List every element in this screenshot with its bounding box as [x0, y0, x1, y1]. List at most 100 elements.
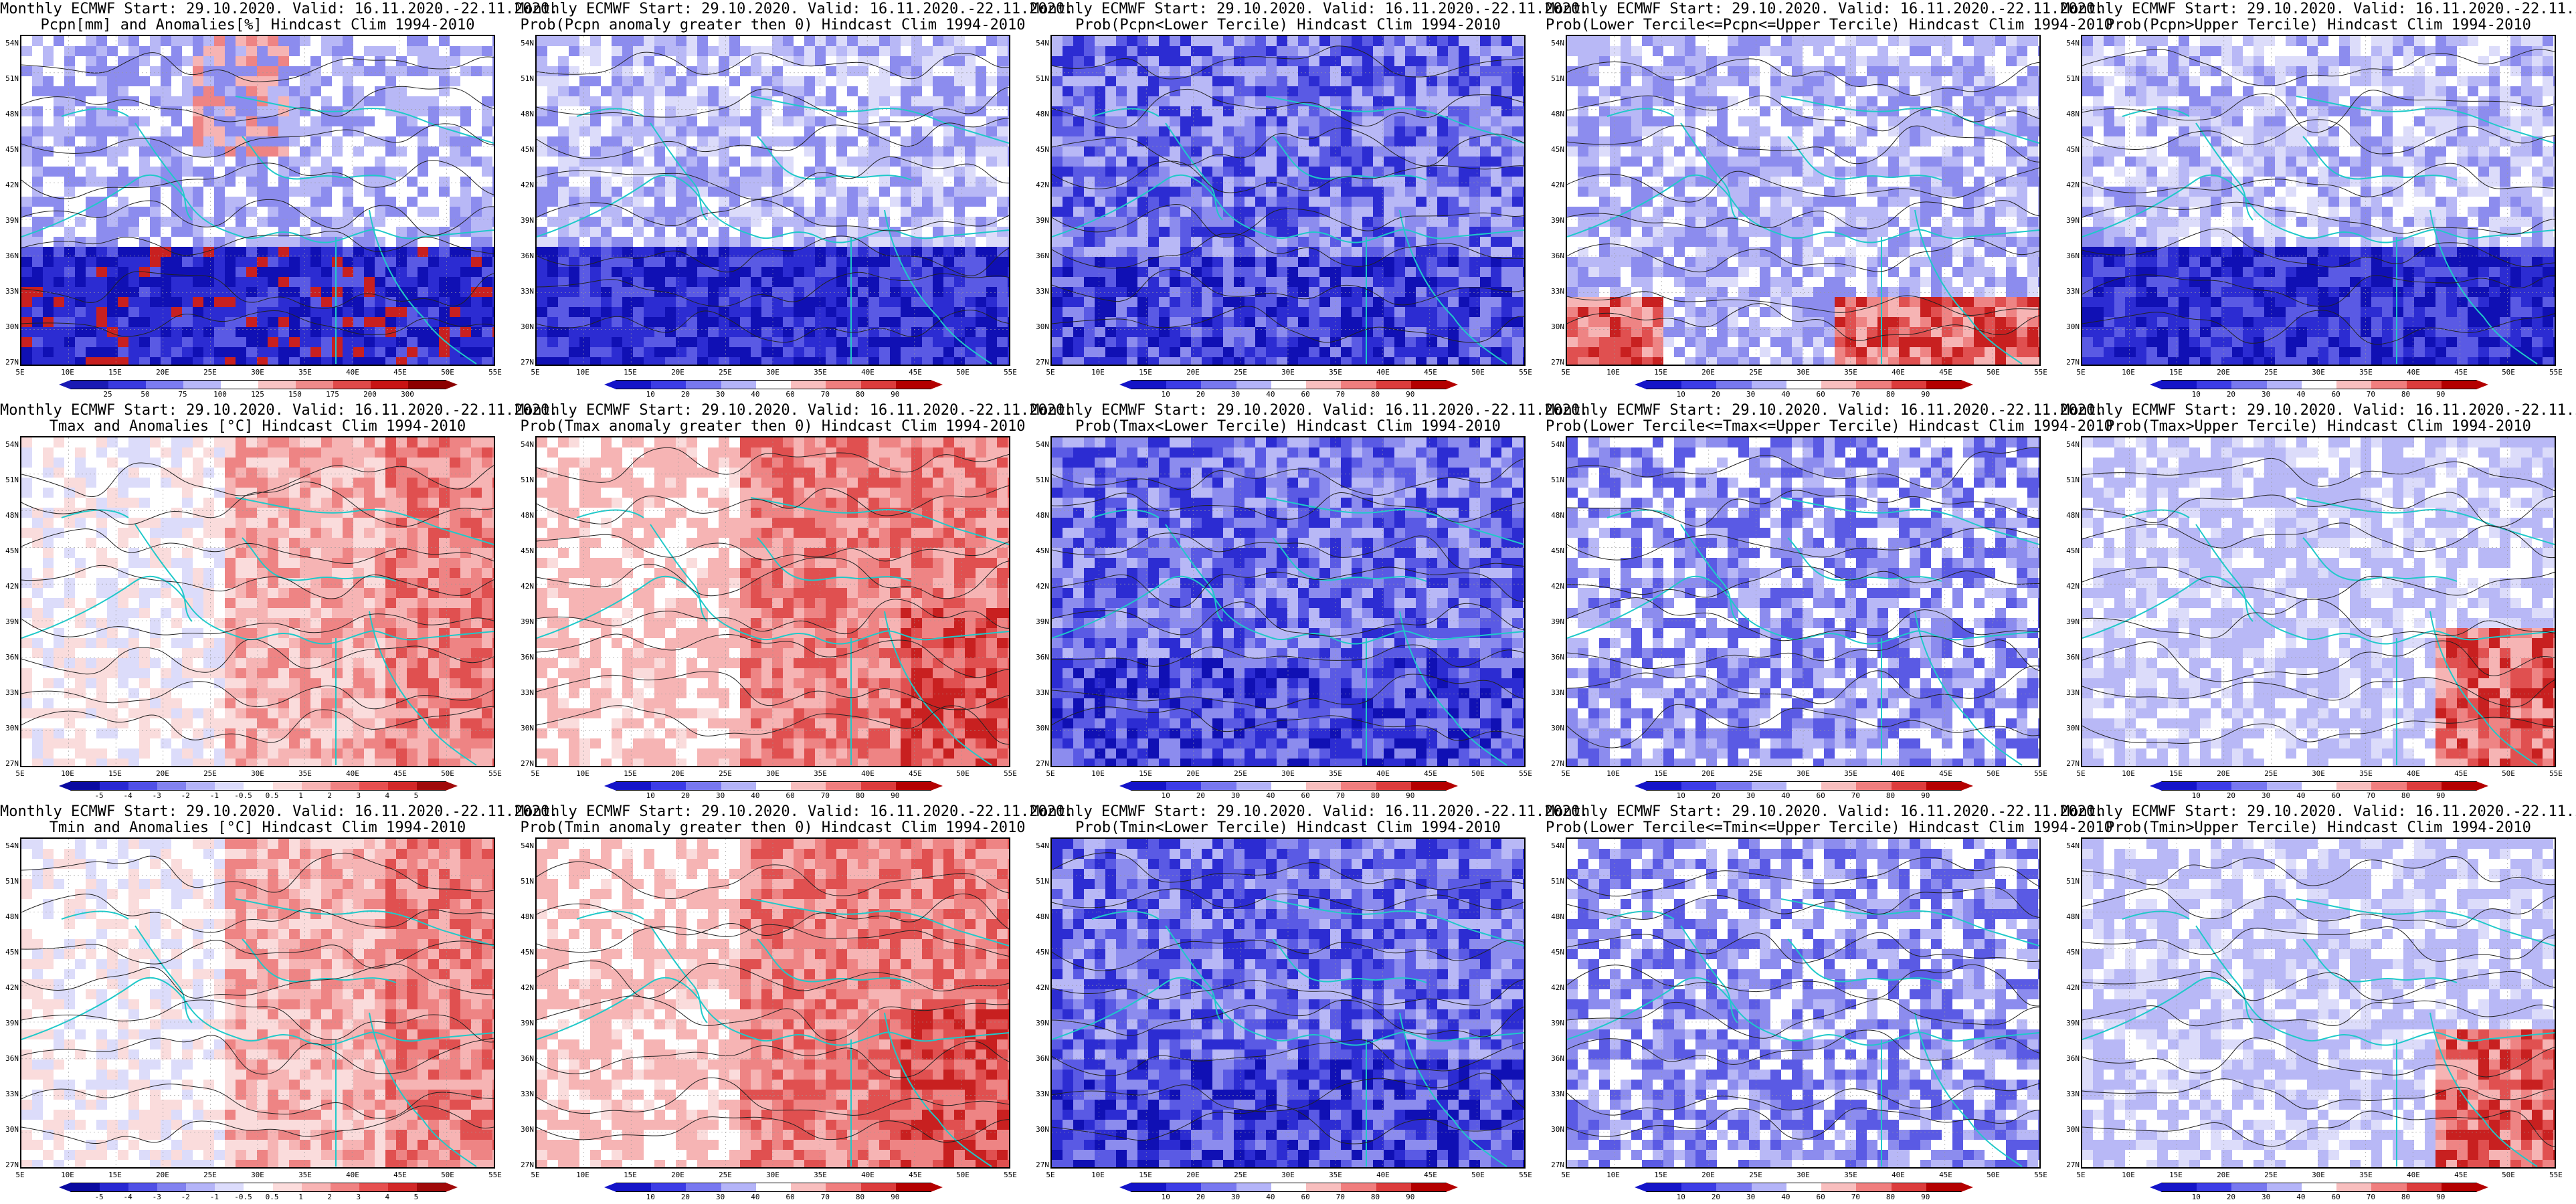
shaded-cell [214, 76, 225, 87]
shaded-cell [997, 146, 1008, 157]
shaded-cell [751, 297, 762, 308]
shaded-cell [396, 227, 407, 237]
shaded-cell [772, 357, 784, 365]
shaded-cell [300, 66, 311, 77]
shaded-cell [268, 267, 279, 278]
shaded-cell [558, 187, 569, 197]
shaded-cell [450, 66, 461, 77]
shaded-cell [300, 116, 311, 127]
shaded-cell [203, 167, 215, 177]
shaded-cell [794, 247, 805, 258]
shaded-cell [665, 116, 676, 127]
shaded-cell [1148, 177, 1160, 187]
shaded-cell [868, 307, 880, 318]
shaded-cell [1319, 187, 1331, 197]
shaded-cell [1985, 56, 1996, 67]
shaded-cell [922, 297, 933, 308]
shaded-cell [471, 66, 482, 77]
shaded-cell [612, 207, 623, 217]
shaded-cell [128, 146, 140, 157]
shaded-cell [32, 247, 43, 258]
shaded-cell [214, 46, 225, 57]
shaded-cell [128, 247, 140, 258]
shaded-cell [1073, 167, 1085, 177]
shaded-cell [965, 56, 976, 67]
shaded-cell [492, 337, 494, 348]
shaded-cell [43, 257, 54, 268]
shaded-cell [492, 46, 494, 57]
shaded-cell [1373, 146, 1384, 157]
shaded-cell [1319, 347, 1331, 358]
shaded-cell [697, 237, 709, 247]
shaded-cell [182, 327, 193, 338]
shaded-cell [257, 337, 268, 348]
shaded-cell [96, 307, 108, 318]
colorbar-swatch [755, 381, 792, 389]
shaded-cell [740, 136, 751, 147]
colorbar-low-arrow [59, 380, 71, 389]
shaded-cell [911, 86, 923, 97]
shaded-cell [257, 267, 268, 278]
shaded-cell [868, 96, 880, 107]
shaded-cell [1116, 307, 1127, 318]
shaded-cell [1148, 66, 1160, 77]
shaded-cell [815, 317, 826, 328]
shaded-cell [654, 347, 666, 358]
shaded-cell [214, 297, 225, 308]
shaded-cell [54, 167, 65, 177]
shaded-cell [1319, 56, 1331, 67]
shaded-cell [460, 187, 472, 197]
shaded-cell [1427, 177, 1438, 187]
shaded-cell [1105, 46, 1117, 57]
shaded-cell [729, 157, 741, 167]
shaded-cell [1728, 56, 1739, 67]
shaded-cell [439, 116, 450, 127]
shaded-cell [54, 257, 65, 268]
shaded-cell [826, 207, 837, 217]
shaded-cell [1255, 317, 1267, 328]
shaded-cell [922, 257, 933, 268]
shaded-cell [751, 237, 762, 247]
colorbar [59, 380, 458, 389]
shaded-cell [729, 277, 741, 288]
shaded-cell [1663, 36, 1675, 47]
shaded-cell [1116, 86, 1127, 97]
shaded-cell [139, 36, 151, 47]
shaded-cell [1202, 157, 1213, 167]
shaded-cell [569, 187, 580, 197]
shaded-cell [300, 267, 311, 278]
shaded-cell [64, 247, 76, 258]
shaded-cell [890, 157, 901, 167]
shaded-cell [118, 126, 129, 137]
shaded-cell [933, 227, 944, 237]
shaded-cell [1384, 247, 1395, 258]
shaded-cell [310, 347, 322, 358]
colorbar-swatch [1410, 381, 1446, 389]
shaded-cell [601, 337, 612, 348]
shaded-cell [161, 297, 172, 308]
shaded-cell [1437, 146, 1449, 157]
shaded-cell [225, 277, 236, 288]
shaded-cell [644, 267, 655, 278]
shaded-cell [868, 36, 880, 47]
shaded-cell [719, 317, 730, 328]
shaded-cell [858, 76, 869, 87]
shaded-cell [836, 66, 848, 77]
shaded-cell [740, 237, 751, 247]
shaded-cell [1277, 36, 1288, 47]
shaded-cell [321, 177, 333, 187]
shaded-cell [1191, 207, 1202, 217]
shaded-cell [1255, 36, 1267, 47]
shaded-cell [1459, 167, 1470, 177]
shaded-cell [1491, 106, 1502, 117]
shaded-cell [321, 66, 333, 77]
longitude-label: 5E [531, 368, 539, 377]
shaded-cell [911, 247, 923, 258]
shaded-cell [1491, 287, 1502, 298]
shaded-cell [1437, 106, 1449, 117]
shaded-cell [32, 146, 43, 157]
shaded-cell [343, 317, 354, 328]
shaded-cell [1170, 207, 1181, 217]
shaded-cell [847, 317, 858, 328]
colorbar-low-arrow [604, 380, 616, 389]
